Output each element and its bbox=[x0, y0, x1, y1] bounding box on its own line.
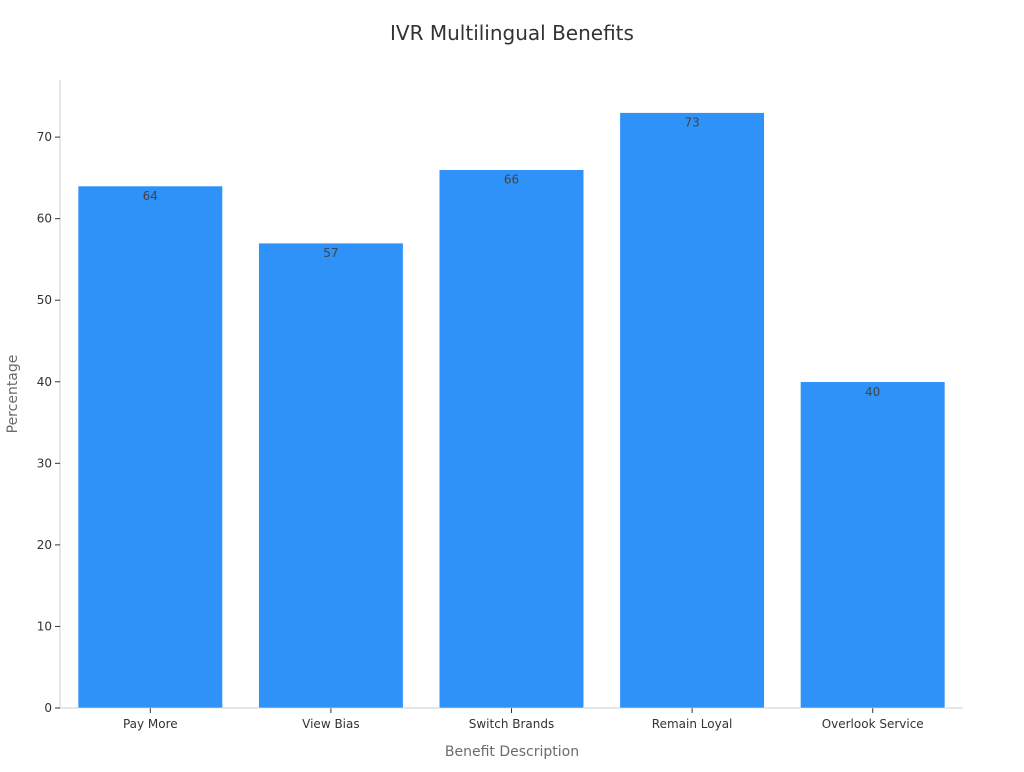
data-labels-group: 64 57 66 73 40 bbox=[143, 116, 881, 399]
y-tick-label: 50 bbox=[37, 293, 52, 307]
y-tick-label: 40 bbox=[37, 375, 52, 389]
bar-value-label: 64 bbox=[143, 189, 158, 203]
x-tick-label: View Bias bbox=[302, 717, 359, 731]
bar-value-label: 57 bbox=[323, 246, 338, 260]
x-tick-label: Switch Brands bbox=[469, 717, 554, 731]
bar bbox=[77, 185, 223, 709]
x-tick-label: Overlook Service bbox=[822, 717, 924, 731]
bar-value-label: 66 bbox=[504, 173, 519, 187]
x-tick-label: Pay More bbox=[123, 717, 178, 731]
y-axis: 0 10 20 30 40 50 60 70 bbox=[37, 80, 61, 715]
bar bbox=[619, 112, 765, 709]
bar bbox=[800, 381, 946, 709]
y-tick-label: 60 bbox=[37, 212, 52, 226]
bar-value-label: 40 bbox=[865, 385, 880, 399]
x-axis-title: Benefit Description bbox=[445, 744, 579, 760]
bar bbox=[258, 242, 404, 709]
y-tick-label: 30 bbox=[37, 456, 52, 470]
y-tick-label: 0 bbox=[44, 701, 52, 715]
x-axis: Pay More View Bias Switch Brands Remain Loy… bbox=[60, 707, 963, 731]
bar bbox=[439, 169, 584, 709]
bars-group bbox=[77, 112, 946, 709]
y-tick-label: 70 bbox=[37, 130, 52, 144]
y-axis-title: Percentage bbox=[5, 355, 21, 434]
x-tick-label: Remain Loyal bbox=[652, 717, 733, 731]
y-tick-label: 20 bbox=[37, 538, 52, 552]
chart-title: IVR Multilingual Benefits bbox=[390, 21, 634, 45]
y-tick-label: 10 bbox=[37, 619, 52, 633]
bar-value-label: 73 bbox=[684, 116, 699, 130]
